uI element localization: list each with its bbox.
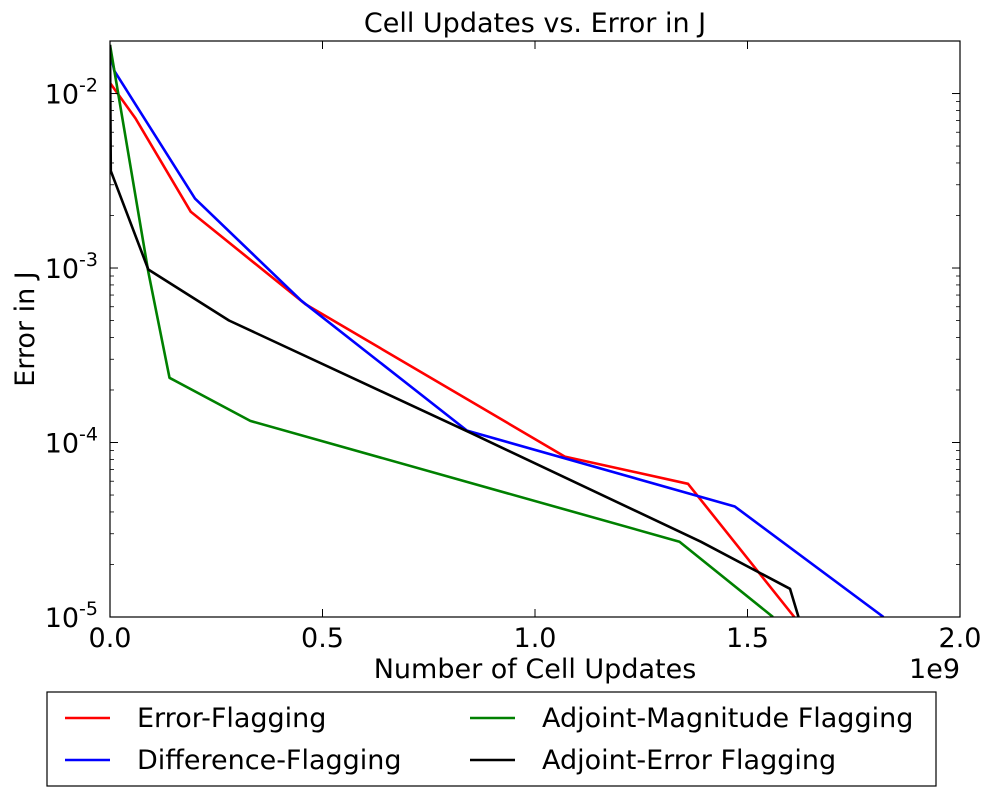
legend-box <box>46 691 937 787</box>
legend: Error-Flagging Difference-Flagging Adjoint… <box>46 691 937 787</box>
legend-label-3: Adjoint-Magnitude Flagging <box>542 703 913 734</box>
chart-title: Cell Updates vs. Error in J <box>364 8 706 39</box>
series-line-3 <box>110 44 774 617</box>
y-tick-label: 10-3 <box>45 249 98 285</box>
plot-frame <box>109 40 961 618</box>
x-tick-label: 2.0 <box>939 623 982 654</box>
y-axis-label: Error in J <box>10 271 41 387</box>
plot-area: 0.0 0.5 1.0 1.5 2.0 10-5 10-4 10-3 10-2 <box>45 40 982 654</box>
legend-label-2: Difference-Flagging <box>137 745 402 776</box>
series-line-4 <box>110 44 800 617</box>
series-group <box>110 44 885 617</box>
legend-label-1: Error-Flagging <box>137 703 326 734</box>
x-tick-label: 1.5 <box>726 623 769 654</box>
x-tick-label: 1.0 <box>514 623 557 654</box>
x-axis-label: Number of Cell Updates <box>374 654 697 685</box>
x-tick-label: 0.0 <box>89 623 132 654</box>
series-line-2 <box>110 50 885 617</box>
x-tick-label: 0.5 <box>301 623 344 654</box>
legend-label-4: Adjoint-Error Flagging <box>542 745 836 776</box>
x-offset-label: 1e9 <box>909 654 960 685</box>
y-tick-label: 10-2 <box>45 75 98 111</box>
y-tick-label: 10-5 <box>45 598 98 634</box>
y-tick-label: 10-4 <box>45 424 98 460</box>
